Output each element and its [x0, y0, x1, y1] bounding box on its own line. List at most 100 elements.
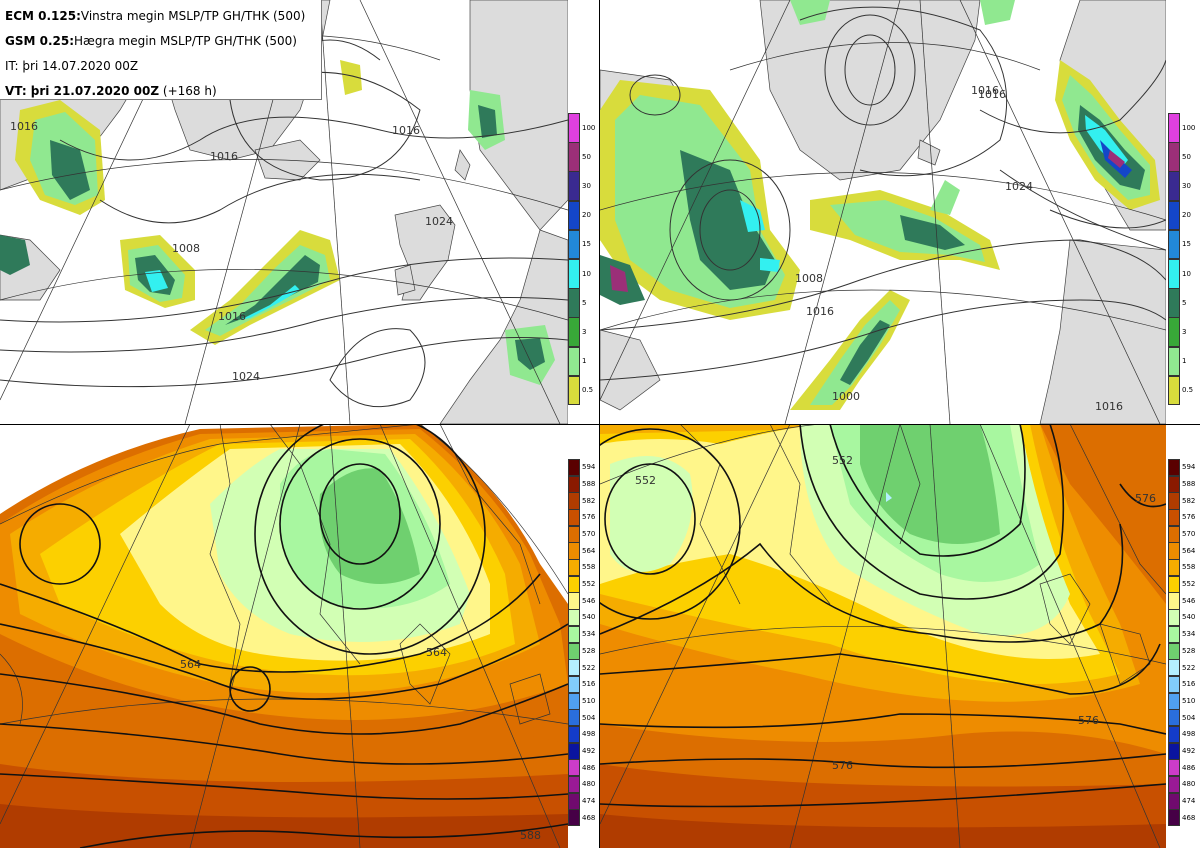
colorbar-label: 486 — [1182, 763, 1196, 772]
isobar-label: 1016 — [978, 88, 1006, 101]
colorbar-swatch — [568, 575, 580, 593]
colorbar-swatch — [568, 675, 580, 694]
colorbar-swatch — [1168, 492, 1180, 510]
colorbar-swatch — [568, 725, 580, 744]
colorbar-label: 522 — [1182, 663, 1196, 672]
colorbar-swatch — [568, 809, 580, 827]
ecm-thickness-map: 564 564 588 — [0, 424, 568, 848]
colorbar-label: 528 — [582, 646, 596, 655]
colorbar-swatch — [568, 475, 580, 493]
colorbar-swatch — [1168, 259, 1180, 289]
colorbar-label: 15 — [582, 240, 591, 249]
colorbar-swatch — [1168, 625, 1180, 643]
panel-divider — [0, 424, 1200, 425]
colorbar-label: 498 — [582, 730, 596, 739]
colorbar-swatch — [568, 259, 580, 289]
colorbar-label: 516 — [582, 680, 596, 689]
colorbar-swatch — [568, 375, 580, 406]
colorbar-swatch — [1168, 592, 1180, 610]
colorbar-label: 5 — [582, 298, 587, 307]
colorbar-swatch — [568, 592, 580, 610]
colorbar-swatch — [568, 459, 580, 477]
colorbar-swatch — [568, 742, 580, 760]
colorbar-label: 588 — [1182, 480, 1196, 489]
colorbar-label: 492 — [1182, 746, 1196, 755]
height-label: 576 — [1135, 492, 1156, 505]
colorbar-label: 498 — [1182, 730, 1196, 739]
colorbar-label: 558 — [1182, 563, 1196, 572]
legend-line-ecm: ECM 0.125:Vinstra megin MSLP/TP GH/THK (… — [5, 9, 306, 23]
colorbar-swatch — [1168, 525, 1180, 543]
colorbar-swatch — [568, 492, 580, 510]
colorbar-swatch — [1168, 792, 1180, 810]
legend-valid-time: VT: þri 21.07.2020 00Z (+168 h) — [5, 84, 217, 98]
colorbar-swatch — [568, 229, 580, 260]
legend-line-gsm: GSM 0.25:Hægra megin MSLP/TP GH/THK (500… — [5, 34, 297, 48]
colorbar-swatch — [1168, 142, 1180, 172]
colorbar-label: 480 — [582, 780, 596, 789]
colorbar-swatch — [1168, 559, 1180, 577]
thickness-colorbar-right: 594 588 582 576 570 564 558 552 546 540 534 528 522 5… — [1168, 459, 1200, 827]
colorbar-label: 534 — [582, 630, 596, 639]
colorbar-swatch — [1168, 200, 1180, 231]
isobar-label: 1008 — [795, 272, 823, 285]
colorbar-label: 594 — [582, 463, 596, 472]
colorbar-label: 100 — [582, 123, 596, 132]
colorbar-label: 3 — [582, 328, 587, 336]
isobar-label: 1024 — [425, 215, 453, 228]
colorbar-swatch — [568, 317, 580, 348]
colorbar-label: 504 — [1182, 713, 1196, 722]
colorbar-label: 468 — [1182, 813, 1196, 822]
colorbar-label: 576 — [582, 513, 596, 522]
colorbar-label: 5 — [1182, 298, 1187, 307]
colorbar-label: 588 — [582, 480, 596, 489]
colorbar-swatch — [1168, 509, 1180, 527]
isobar-label: 1024 — [232, 370, 260, 383]
colorbar-swatch — [568, 759, 580, 777]
isobar-label: 1008 — [172, 242, 200, 255]
colorbar-swatch — [1168, 742, 1180, 760]
colorbar-label: 10 — [582, 269, 591, 278]
precip-colorbar-left: 100 50 30 20 15 10 5 3 1 0.5 — [568, 113, 600, 406]
colorbar-swatch — [568, 113, 580, 143]
colorbar-swatch — [1168, 459, 1180, 477]
legend-init-time: IT: þri 14.07.2020 00Z — [5, 59, 139, 73]
colorbar-label: 20 — [582, 211, 591, 220]
colorbar-swatch — [1168, 709, 1180, 727]
colorbar-label: 1 — [582, 357, 587, 366]
colorbar-label: 20 — [1182, 211, 1191, 220]
colorbar-swatch — [568, 200, 580, 231]
colorbar-label: 50 — [582, 152, 591, 161]
colorbar-label: 30 — [1182, 182, 1191, 190]
colorbar-swatch — [1168, 725, 1180, 744]
isobar-label: 1016 — [1095, 400, 1123, 413]
colorbar-label: 1 — [1182, 357, 1187, 366]
colorbar-label: 576 — [1182, 513, 1196, 522]
colorbar-swatch — [1168, 346, 1180, 377]
height-label: 552 — [635, 474, 656, 487]
colorbar-label: 564 — [1182, 546, 1196, 555]
thickness-colorbar-left: 594 588 582 576 570 564 558 552 546 540 534 528 522 5… — [568, 459, 600, 827]
colorbar-swatch — [568, 142, 580, 172]
colorbar-swatch — [568, 346, 580, 377]
isobar-label: 1016 — [10, 120, 38, 133]
run-info-legend: ECM 0.125:Vinstra megin MSLP/TP GH/THK (… — [0, 0, 322, 100]
colorbar-swatch — [568, 709, 580, 727]
colorbar-swatch — [1168, 542, 1180, 560]
colorbar-swatch — [568, 642, 580, 660]
height-label: 564 — [180, 658, 201, 671]
colorbar-label: 534 — [1182, 630, 1196, 639]
colorbar-label: 50 — [1182, 152, 1191, 161]
colorbar-swatch — [1168, 659, 1180, 677]
colorbar-label: 468 — [582, 813, 596, 822]
colorbar-label: 100 — [1182, 123, 1196, 132]
colorbar-swatch — [1168, 171, 1180, 202]
colorbar-label: 492 — [582, 746, 596, 755]
colorbar-label: 0.5 — [1182, 386, 1194, 395]
colorbar-label: 15 — [1182, 240, 1191, 249]
colorbar-label: 528 — [1182, 646, 1196, 655]
colorbar-label: 10 — [1182, 269, 1191, 278]
colorbar-swatch — [1168, 759, 1180, 777]
colorbar-swatch — [1168, 475, 1180, 493]
colorbar-label: 582 — [582, 496, 596, 505]
